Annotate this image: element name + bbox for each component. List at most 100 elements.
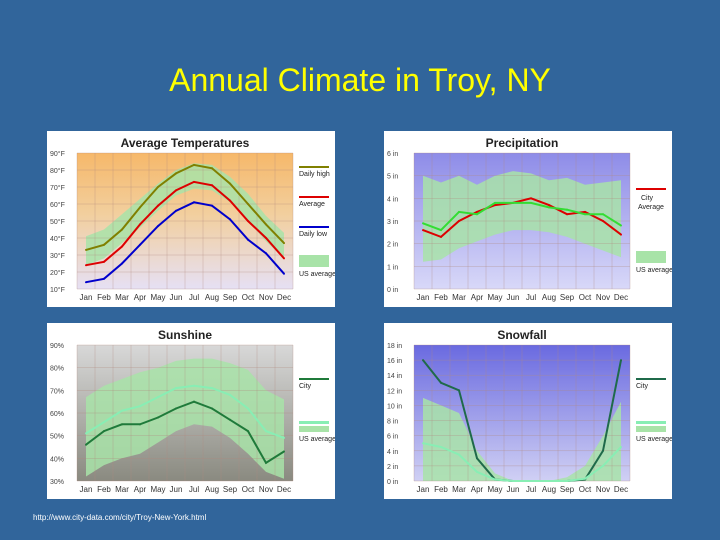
y-tick-label: 12 in xyxy=(387,388,402,395)
snowfall-chart: Snowfall 0 in 2 in 4 in 6 in 8 in 10 in 12 in 14… xyxy=(384,323,672,499)
data-point xyxy=(602,464,604,467)
chart-title: Average Temperatures xyxy=(121,136,250,150)
data-point xyxy=(139,405,141,408)
x-tick-label: Dec xyxy=(277,485,291,494)
data-point xyxy=(85,248,87,251)
data-point xyxy=(283,450,285,453)
us-average-band xyxy=(423,397,621,481)
series-line-city xyxy=(85,400,285,465)
title-bar xyxy=(47,131,335,153)
x-tick-label: Dec xyxy=(614,293,628,302)
data-point xyxy=(157,396,159,399)
y-tick-label: 6 in xyxy=(387,434,398,441)
legend-daily-high-label: Daily high xyxy=(299,171,330,178)
data-point xyxy=(121,423,123,426)
x-tick-label: Jun xyxy=(507,485,520,494)
y-tick-label: 30°F xyxy=(50,252,65,260)
y-tick-label: 90°F xyxy=(50,150,65,158)
x-tick-label: May xyxy=(150,485,165,494)
legend-us-average-swatch xyxy=(299,421,329,424)
y-tick-label: 80% xyxy=(50,366,64,373)
data-point xyxy=(193,180,195,183)
data-point xyxy=(494,478,496,481)
y-tick-label: 1 in xyxy=(387,264,398,271)
data-point xyxy=(265,223,267,226)
y-tick-label: 4 in xyxy=(387,449,398,456)
y-tick-label: 30% xyxy=(50,479,64,486)
data-point xyxy=(265,430,267,433)
y-tick-label: 70°F xyxy=(50,184,65,192)
x-tick-label: Dec xyxy=(614,485,628,494)
data-point xyxy=(283,257,285,260)
legend-us-average-label: US average xyxy=(636,267,672,274)
data-point xyxy=(422,442,424,445)
y-tick-label: 90% xyxy=(50,343,64,350)
legend-city-label: City xyxy=(636,383,649,390)
x-tick-label: Apr xyxy=(471,485,484,494)
data-point xyxy=(476,470,478,473)
y-tick-label: 20°F xyxy=(50,269,65,277)
x-tick-label: Feb xyxy=(97,293,111,302)
data-point xyxy=(458,220,460,222)
data-point xyxy=(265,237,267,239)
legend-us-average-swatch xyxy=(636,251,666,263)
x-tick-label: Sep xyxy=(223,485,238,494)
data-point xyxy=(247,203,249,205)
y-tick-label: 70% xyxy=(50,388,64,395)
data-point xyxy=(422,229,424,232)
x-tick-label: Feb xyxy=(97,485,111,494)
data-point xyxy=(157,416,159,419)
data-point xyxy=(211,204,213,207)
chart-title: Sunshine xyxy=(158,328,212,342)
title-bar xyxy=(47,323,335,345)
data-point xyxy=(422,222,424,225)
precipitation-chart-svg: Precipitation 0 in 1 in 2 in 3 in 4 in 5 in 6 i… xyxy=(384,131,672,302)
data-point xyxy=(440,381,442,384)
data-point xyxy=(566,480,568,482)
legend-daily-low-label: Daily low xyxy=(299,231,328,238)
data-point xyxy=(211,407,213,410)
data-point xyxy=(512,480,514,482)
data-point xyxy=(85,432,87,435)
data-point xyxy=(602,449,604,452)
data-point xyxy=(157,204,159,207)
x-tick-label: Mar xyxy=(452,293,466,302)
source-url[interactable]: http://www.city-data.com/city/Troy-New-Y… xyxy=(33,513,207,522)
x-tick-label: Jan xyxy=(80,293,93,302)
legend-city-label: City xyxy=(299,383,312,390)
chart-title: Snowfall xyxy=(497,328,546,342)
data-point xyxy=(175,387,177,390)
title-bar xyxy=(384,131,672,153)
data-point xyxy=(229,418,231,421)
x-tick-label: Nov xyxy=(259,485,273,494)
data-point xyxy=(584,210,586,213)
data-point xyxy=(440,446,442,448)
data-point xyxy=(283,272,285,275)
data-point xyxy=(476,457,478,460)
y-tick-label: 50% xyxy=(50,434,64,441)
data-point xyxy=(139,206,141,209)
x-tick-label: Mar xyxy=(452,485,466,494)
data-point xyxy=(103,421,105,424)
data-point xyxy=(139,243,141,246)
x-tick-label: May xyxy=(487,485,502,494)
y-tick-label: 80°F xyxy=(50,167,65,175)
x-tick-label: Jan xyxy=(80,485,93,494)
data-point xyxy=(458,389,460,392)
data-point xyxy=(85,264,87,267)
x-tick-label: Nov xyxy=(259,293,273,302)
data-point xyxy=(458,210,460,213)
y-tick-label: 5 in xyxy=(387,174,398,181)
y-tick-label: 0 in xyxy=(387,287,398,294)
data-point xyxy=(620,224,622,227)
x-tick-label: Oct xyxy=(579,293,592,302)
data-point xyxy=(229,199,231,202)
data-point xyxy=(620,233,622,236)
x-tick-label: Mar xyxy=(115,485,129,494)
data-point xyxy=(458,453,460,456)
x-tick-label: Apr xyxy=(134,293,147,302)
y-tick-label: 2 in xyxy=(387,464,398,471)
data-point xyxy=(103,277,105,280)
legend-us-average-label: US average xyxy=(299,271,335,278)
data-point xyxy=(229,393,231,396)
